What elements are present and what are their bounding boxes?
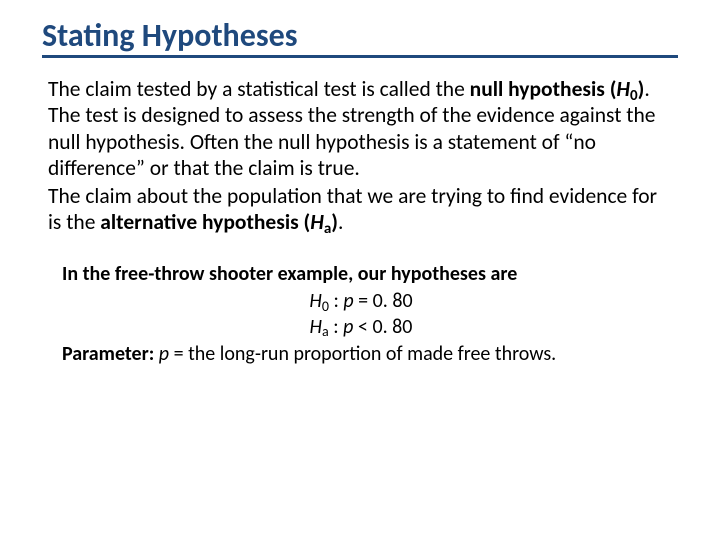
- slide-title: Stating Hypotheses: [42, 18, 678, 58]
- parameter-label: Parameter:: [62, 342, 154, 366]
- slide: Stating Hypotheses The claim tested by a…: [0, 0, 720, 540]
- h0-line: H0 : p = 0. 80: [62, 289, 660, 315]
- term-alt-hypothesis: alternative hypothesis (Ha): [100, 209, 338, 235]
- example-lead: In the free-throw shooter example, our h…: [62, 262, 660, 288]
- paragraph-alt-hypothesis: The claim about the population that we a…: [48, 183, 674, 235]
- example-block: In the free-throw shooter example, our h…: [48, 262, 674, 368]
- p2-text-2: .: [338, 209, 343, 235]
- term-null-hypothesis: null hypothesis (H0): [470, 76, 645, 102]
- hypothesis-lines: H0 : p = 0. 80 Ha : p < 0. 80: [62, 289, 660, 340]
- ha-line: Ha : p < 0. 80: [62, 315, 660, 341]
- p1-text-1: The claim tested by a statistical test i…: [48, 76, 470, 102]
- parameter-line: Parameter: p = the long-run proportion o…: [62, 342, 660, 368]
- paragraph-null-hypothesis: The claim tested by a statistical test i…: [48, 76, 674, 181]
- body-text: The claim tested by a statistical test i…: [42, 76, 678, 368]
